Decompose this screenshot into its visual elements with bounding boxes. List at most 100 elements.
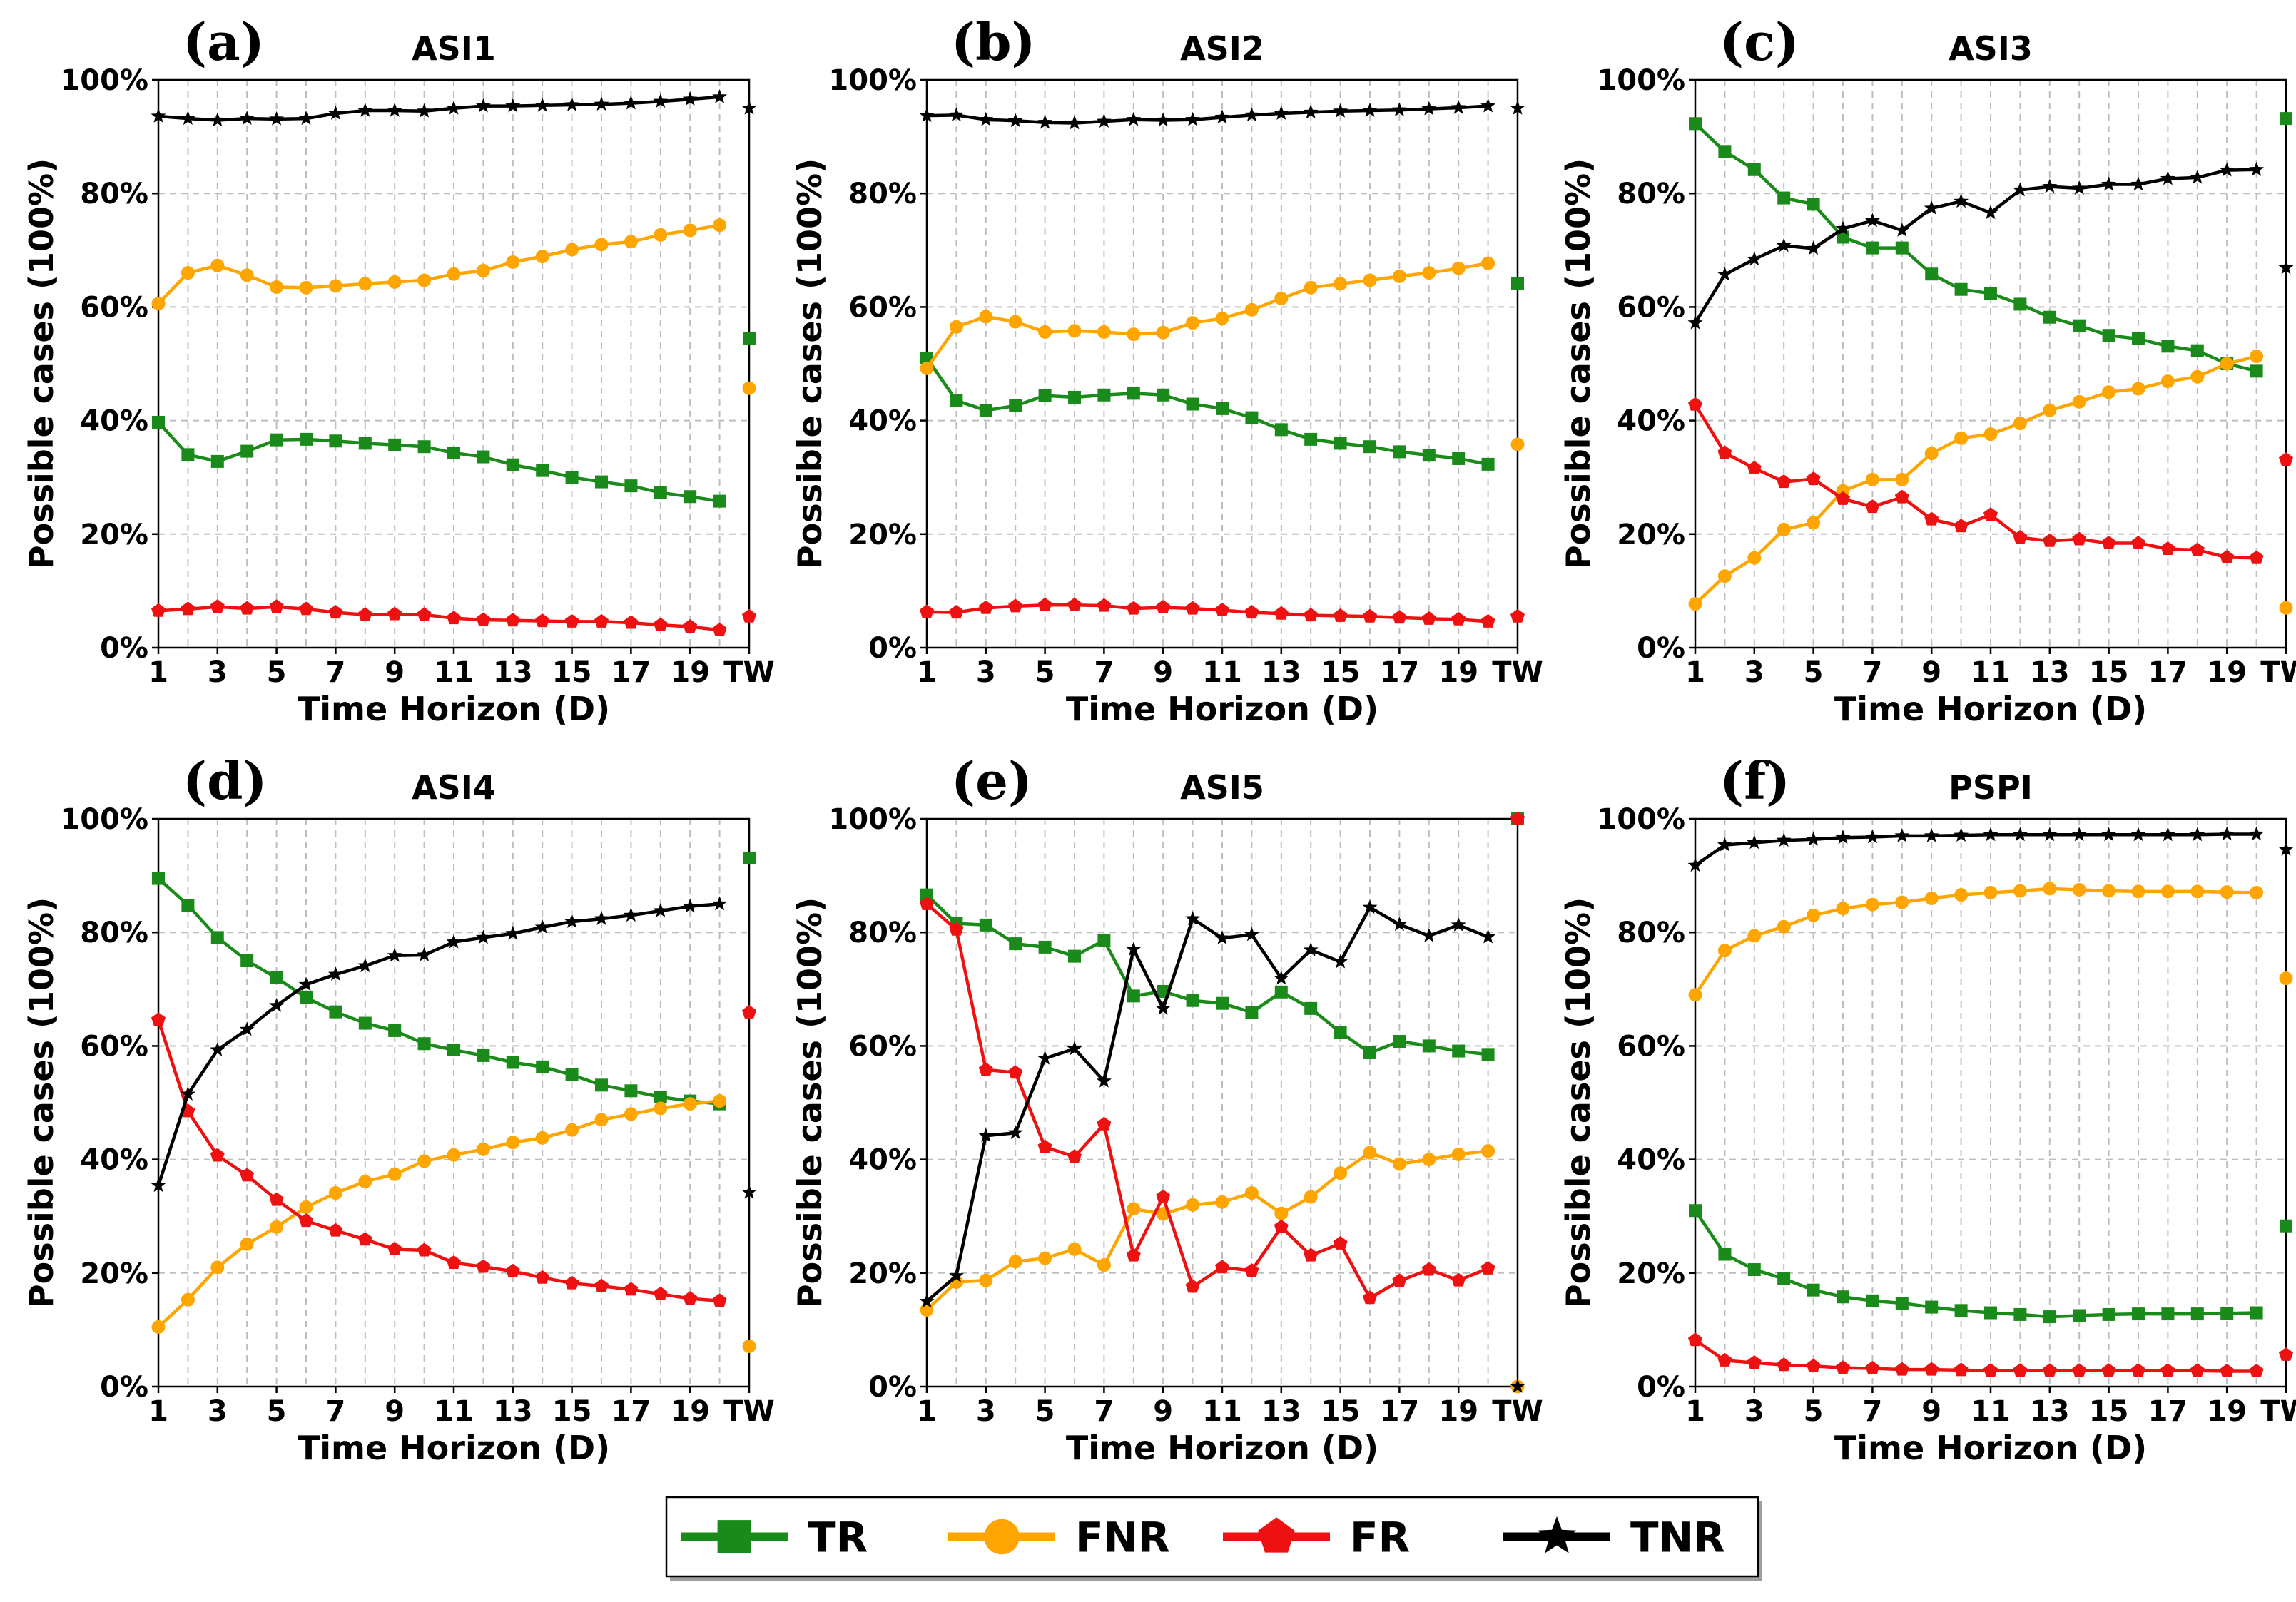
plot-frame (1694, 78, 2287, 649)
series-fnr (151, 218, 756, 395)
data-point-fnr (594, 238, 609, 252)
data-point-tnr (1687, 857, 1703, 872)
data-point-fr (2131, 1363, 2145, 1377)
data-point-tr (1097, 934, 1111, 947)
data-point-tnr (1362, 899, 1378, 914)
data-point-tr (1127, 989, 1140, 1003)
data-point-fnr (2190, 884, 2205, 899)
data-point-tnr (2190, 827, 2205, 842)
data-point-tnr (1391, 102, 1407, 117)
data-point-tnr (2012, 827, 2028, 842)
data-point-fr (2072, 1363, 2087, 1377)
series-tnr (151, 88, 757, 127)
data-point-fnr (270, 1220, 284, 1234)
x-tick-label: TW (723, 1395, 774, 1428)
data-point-fr (2190, 542, 2205, 556)
data-point-fr (1097, 598, 1112, 612)
data-point-tnr (534, 919, 550, 934)
data-point-fr (1008, 598, 1023, 613)
data-point-fr (653, 617, 668, 631)
data-point-tnr (594, 96, 609, 111)
x-tick-label: 3 (208, 656, 228, 689)
series-line-tr (1694, 1209, 2257, 1319)
data-point-tnr (1155, 112, 1171, 127)
data-point-fnr (1244, 302, 1259, 317)
data-point-tr (1127, 387, 1140, 400)
data-point-tr (181, 448, 195, 461)
data-point-fr (2220, 549, 2235, 563)
data-point-fr (1480, 1260, 1495, 1275)
data-point-tnr (1421, 928, 1437, 942)
x-tick-label: 19 (1438, 656, 1478, 689)
data-point-tnr (2101, 827, 2117, 842)
x-tick-label: 15 (1321, 1395, 1361, 1428)
data-point-fr (181, 601, 195, 616)
data-point-fnr (1451, 1147, 1466, 1161)
data-point-tnr (1954, 827, 1969, 842)
data-point-fr (1865, 499, 1880, 514)
data-point-fnr (1451, 261, 1466, 275)
panel-letter: (c) (1720, 11, 1799, 72)
tw-point-tnr (2278, 842, 2294, 856)
data-point-tnr (1954, 193, 1969, 208)
data-point-fnr (240, 268, 254, 282)
data-point-tr (2073, 1309, 2086, 1322)
series-tr (920, 276, 1524, 471)
panel-title: ASI5 (1180, 768, 1264, 807)
series-line-tnr (156, 902, 720, 1186)
data-point-tr (1481, 1048, 1495, 1061)
data-point-tnr (2130, 176, 2146, 191)
data-point-tr (979, 404, 992, 417)
data-point-fnr (1954, 431, 1969, 445)
data-point-tnr (446, 934, 462, 949)
data-point-tr (1747, 163, 1761, 176)
legend-label-tr: TR (808, 1514, 868, 1562)
x-tick-label: 7 (1862, 1395, 1882, 1428)
data-point-tr (506, 1056, 519, 1069)
data-point-fr (1185, 601, 1200, 615)
panel-asi1: 0%20%40%60%80%100%1 3 5 7 9 11 13 15 17 19 TWTime … (22, 11, 775, 728)
data-point-tnr (475, 929, 491, 944)
data-point-tr (654, 486, 667, 499)
x-axis-label: Time Horizon (D) (1066, 690, 1378, 728)
data-point-fnr (1954, 888, 1969, 902)
data-point-fr (1304, 1248, 1319, 1262)
data-point-tnr (1214, 109, 1230, 124)
data-point-tr (300, 991, 313, 1004)
data-point-fr (1717, 445, 1732, 459)
data-point-tnr (1303, 104, 1319, 119)
y-tick-label: 40% (1617, 405, 1685, 438)
data-point-tnr (1007, 1125, 1023, 1140)
series-tnr (1687, 826, 2294, 872)
data-point-tnr (1274, 106, 1289, 120)
data-point-fr (447, 1255, 461, 1269)
data-point-tr (1807, 198, 1820, 211)
x-tick-label: 5 (1804, 1395, 1824, 1428)
data-point-tnr (239, 1021, 255, 1036)
data-point-tnr (1776, 832, 1792, 847)
data-point-tnr (357, 103, 373, 117)
data-point-fnr (2220, 357, 2234, 371)
data-point-tnr (269, 111, 285, 126)
data-point-fr (978, 600, 993, 614)
data-point-fr (594, 613, 609, 628)
data-point-fnr (1215, 311, 1229, 325)
data-point-tr (1777, 191, 1791, 205)
data-point-tr (624, 1084, 638, 1098)
data-point-fnr (181, 266, 195, 280)
data-point-tnr (505, 98, 521, 113)
tw-point-fr (742, 608, 756, 623)
data-point-fr (2249, 1364, 2264, 1377)
data-point-fnr (358, 1175, 372, 1189)
x-tick-label: 7 (1094, 1395, 1114, 1428)
data-point-tr (1718, 1248, 1732, 1261)
data-point-tnr (1451, 917, 1466, 932)
data-point-fr (920, 604, 934, 618)
data-point-fr (978, 1062, 993, 1076)
data-point-fnr (2013, 884, 2027, 898)
data-point-tnr (2042, 178, 2058, 193)
x-tick-label: 15 (552, 1395, 592, 1428)
data-point-fr (1836, 491, 1850, 505)
x-tick-label: 1 (148, 1395, 168, 1428)
data-point-tnr (2042, 827, 2058, 842)
